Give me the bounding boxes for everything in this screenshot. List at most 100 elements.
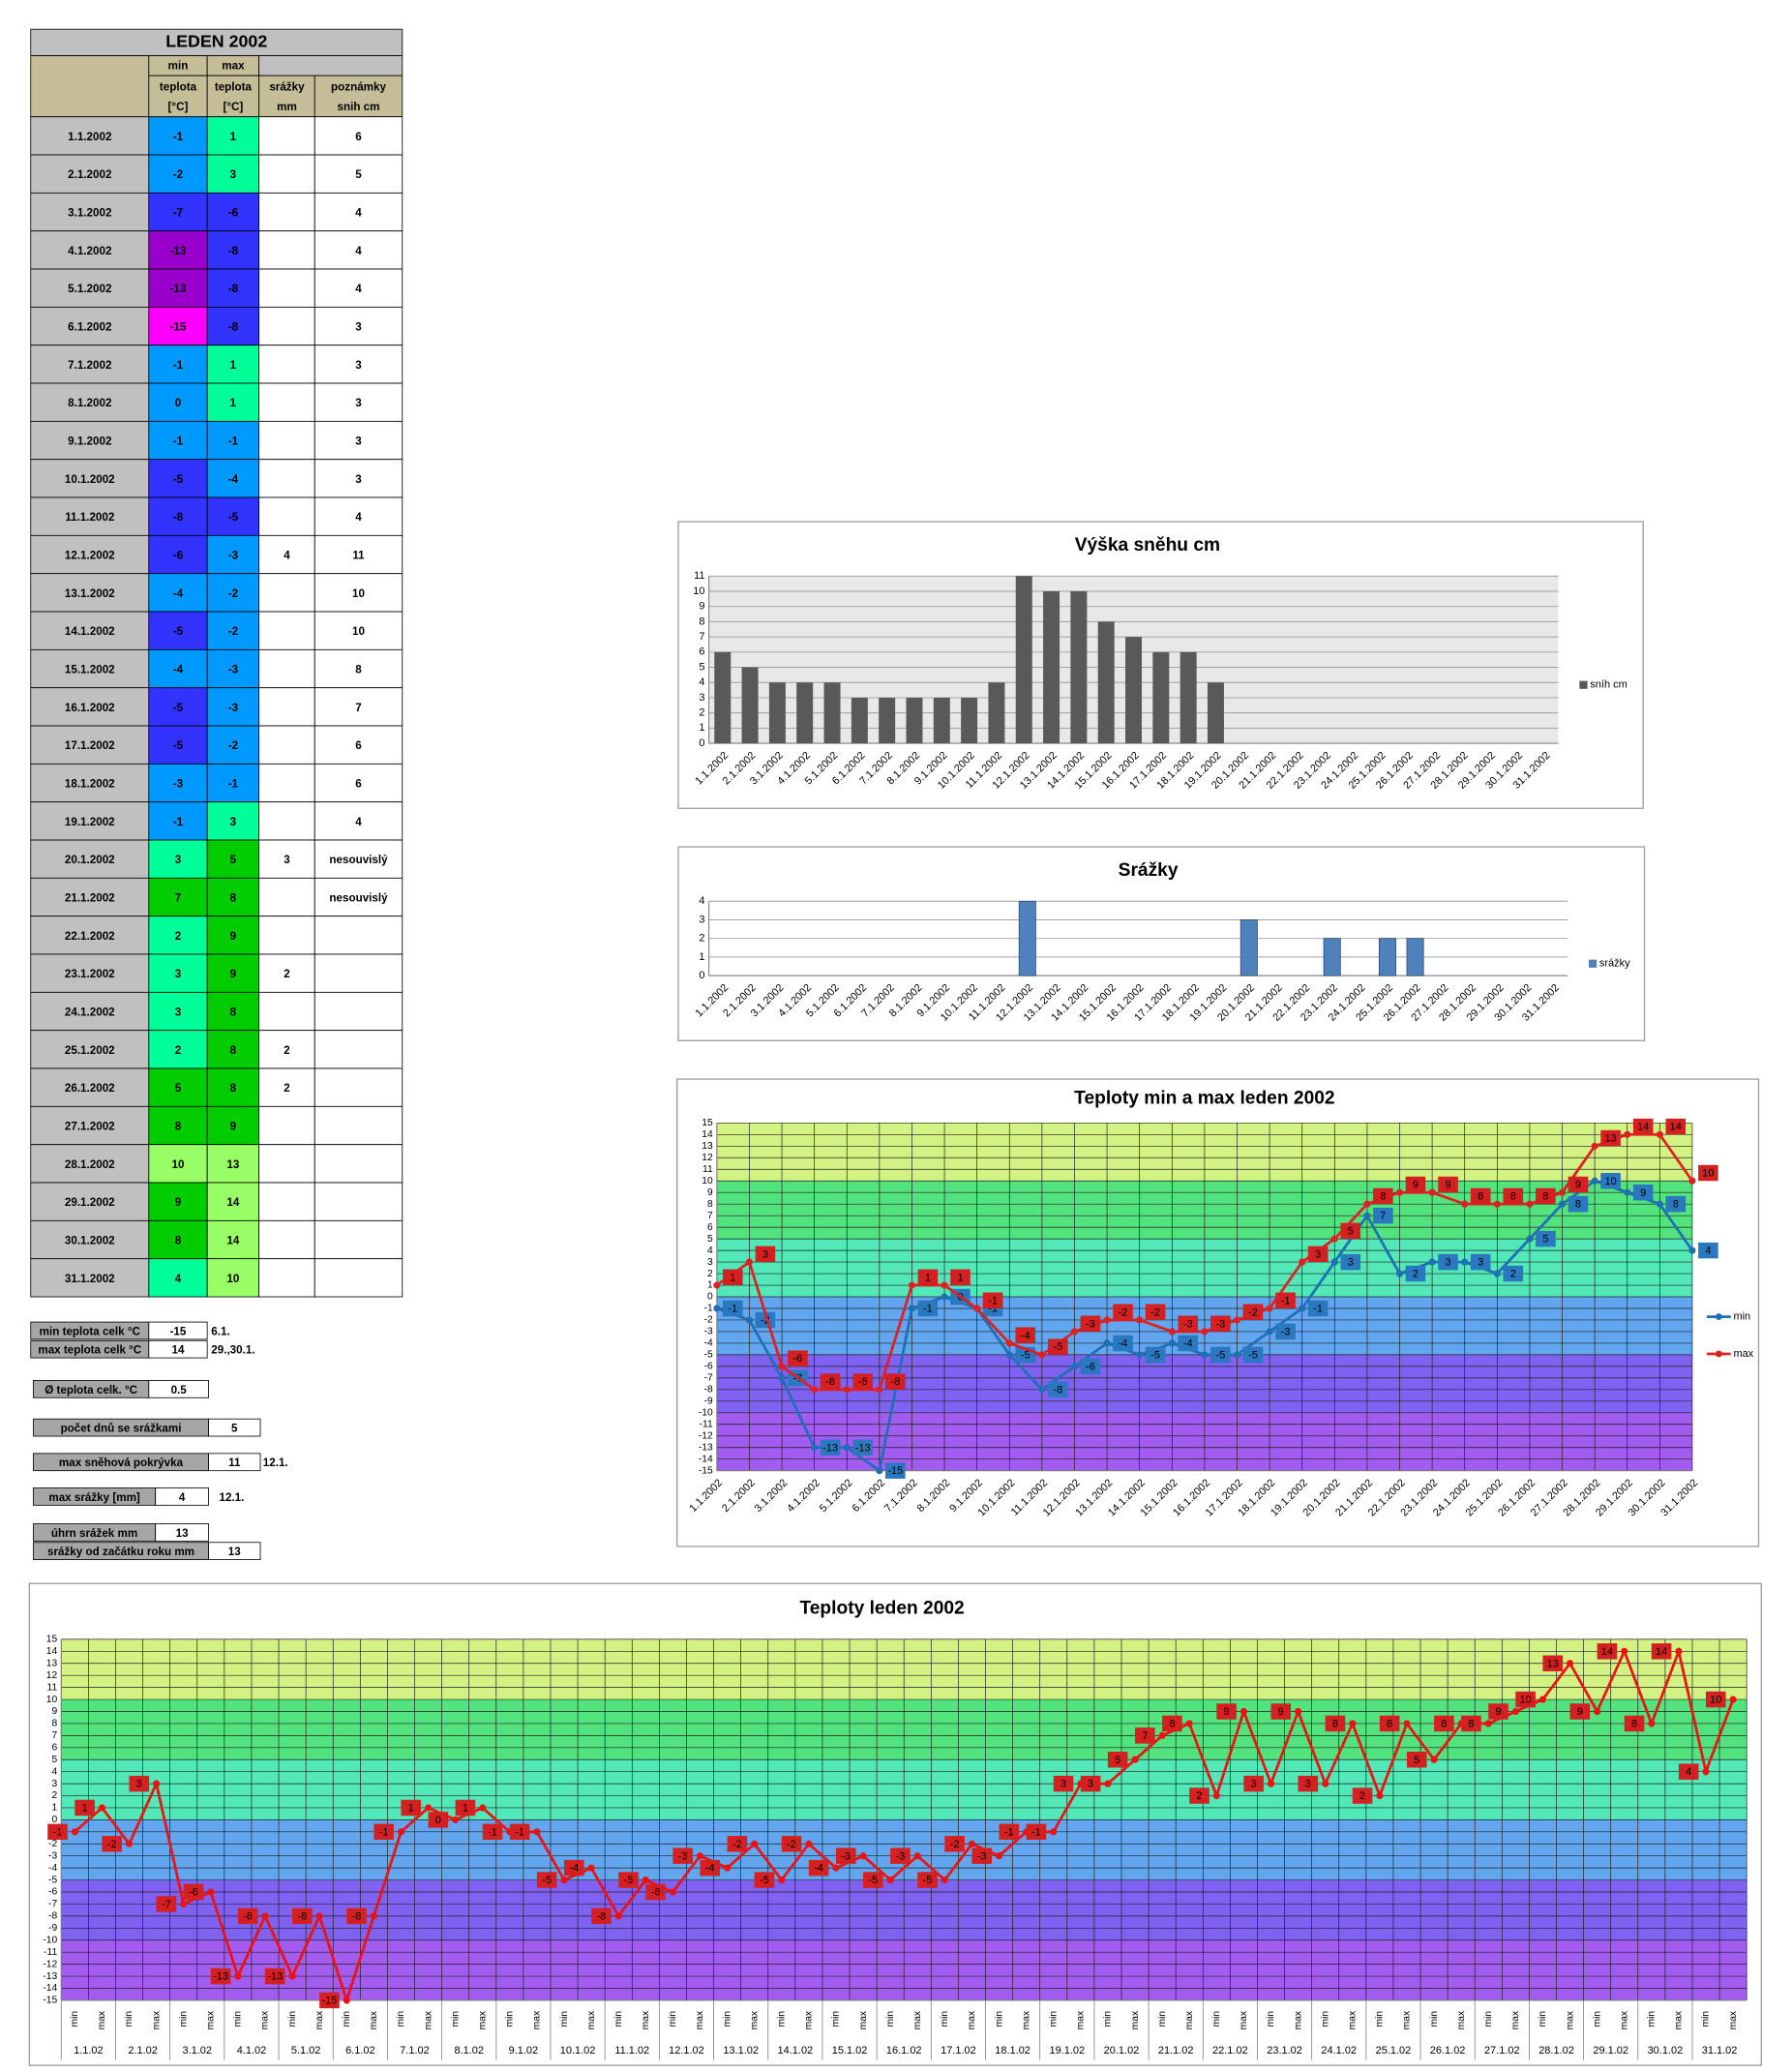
table-text: 3 xyxy=(355,397,362,409)
data-label-box xyxy=(820,1373,841,1390)
point xyxy=(1005,1339,1013,1347)
data-label: 8 xyxy=(1510,1191,1516,1203)
data-label: 2 xyxy=(1413,1269,1419,1280)
data-label-box xyxy=(1470,1253,1491,1271)
y-tick-label: 7 xyxy=(699,631,704,643)
point xyxy=(745,1316,754,1324)
data-label-box xyxy=(1470,1187,1491,1205)
point xyxy=(876,1386,883,1394)
point xyxy=(1675,1647,1683,1655)
x-tick-label: min xyxy=(1211,2011,1222,2027)
point xyxy=(1591,1142,1598,1150)
y-tick-label: -5 xyxy=(48,1875,57,1885)
table-cell xyxy=(258,306,315,346)
data-label: 9 xyxy=(1278,1706,1284,1718)
group-label: 7.1.02 xyxy=(400,2045,430,2057)
data-label: 5 xyxy=(1115,1755,1120,1766)
y-tick-label: 4 xyxy=(699,676,704,688)
table-text: 13.1.2002 xyxy=(65,587,115,600)
x-tick-label: min xyxy=(396,2011,406,2027)
x-tick-label: max xyxy=(1674,2010,1685,2029)
data-label: -1 xyxy=(988,1295,998,1306)
table-text: 1 xyxy=(230,359,237,372)
data-label-box xyxy=(852,1373,873,1390)
data-label: 4 xyxy=(1686,1766,1691,1778)
summary-label: úhrn srážek mm xyxy=(51,1527,137,1540)
table-cell xyxy=(258,991,315,1032)
data-label: 0 xyxy=(435,1815,441,1826)
table-text: 5 xyxy=(175,1082,182,1095)
data-label: -3 xyxy=(1086,1318,1095,1330)
point xyxy=(1428,1188,1436,1196)
table-cell xyxy=(148,839,208,879)
table-text: -6 xyxy=(228,206,239,219)
table-cell xyxy=(30,382,150,422)
data-label-box xyxy=(1515,1691,1536,1708)
data-label: -8 xyxy=(352,1910,362,1922)
point xyxy=(587,1864,595,1872)
data-label-box xyxy=(1275,1323,1296,1340)
table-text: -5 xyxy=(173,702,184,714)
point xyxy=(1624,1130,1631,1138)
y-tick-label: 6 xyxy=(707,1222,713,1233)
table-cell xyxy=(314,573,403,613)
point xyxy=(1330,1258,1338,1266)
data-label-box xyxy=(1488,1703,1508,1720)
data-label-box xyxy=(373,1823,394,1841)
data-label: -6 xyxy=(651,1887,661,1899)
data-label: 10 xyxy=(1710,1695,1721,1706)
point xyxy=(1267,1780,1275,1787)
data-label-box xyxy=(564,1859,584,1877)
table-text: 2 xyxy=(284,1044,290,1057)
table-cell xyxy=(206,154,260,194)
data-label: -3 xyxy=(841,1850,851,1862)
bar xyxy=(1323,938,1341,976)
table-cell xyxy=(314,763,403,803)
summary-value: 11 xyxy=(228,1456,241,1469)
data-label-box xyxy=(1503,1187,1524,1205)
data-label-box xyxy=(1080,1358,1101,1375)
data-label: -5 xyxy=(923,1875,933,1886)
data-label-box xyxy=(1243,1775,1264,1792)
point xyxy=(1201,1351,1209,1359)
point xyxy=(1729,1696,1737,1703)
table-cell xyxy=(258,801,315,841)
table-text: -5 xyxy=(173,625,184,638)
y-tick-label: 0 xyxy=(699,970,704,981)
data-label: 4 xyxy=(1705,1246,1711,1257)
y-tick-label: 8 xyxy=(699,616,704,627)
point xyxy=(1050,1828,1058,1836)
data-label-box xyxy=(820,1439,841,1456)
data-label-box xyxy=(183,1883,204,1901)
point xyxy=(1070,1363,1079,1370)
point xyxy=(843,1444,851,1452)
table-text: 18.1.2002 xyxy=(65,777,115,790)
y-tick-label: 0 xyxy=(707,1292,713,1303)
data-label: -1 xyxy=(1004,1826,1014,1838)
data-label-box xyxy=(1568,1176,1589,1193)
y-tick-label: -11 xyxy=(700,1419,713,1429)
data-label-box xyxy=(672,1847,693,1864)
data-label: -5 xyxy=(1215,1349,1225,1361)
table-text: 31.1.2002 xyxy=(65,1273,115,1285)
point xyxy=(908,1281,916,1289)
point xyxy=(1136,1316,1144,1324)
table-text: 9 xyxy=(175,1196,182,1209)
table-cell xyxy=(258,725,315,765)
point xyxy=(1688,1246,1696,1254)
x-tick-label: min xyxy=(559,2011,570,2027)
data-label: 1 xyxy=(408,1803,414,1815)
table-cell xyxy=(314,420,403,461)
data-label: -3 xyxy=(1215,1318,1225,1330)
data-label: -13 xyxy=(267,1971,283,1983)
header: poznámky xyxy=(331,81,386,94)
x-tick-label: max xyxy=(423,2010,433,2029)
y-tick-label: -1 xyxy=(704,1304,713,1314)
y-tick-label: 2 xyxy=(51,1790,57,1801)
table-cell xyxy=(258,116,315,156)
table-text: -5 xyxy=(173,473,184,486)
point xyxy=(207,1888,215,1896)
table-text: 8 xyxy=(175,1120,182,1132)
point xyxy=(811,1444,819,1452)
x-tick-label: min xyxy=(613,2011,624,2027)
